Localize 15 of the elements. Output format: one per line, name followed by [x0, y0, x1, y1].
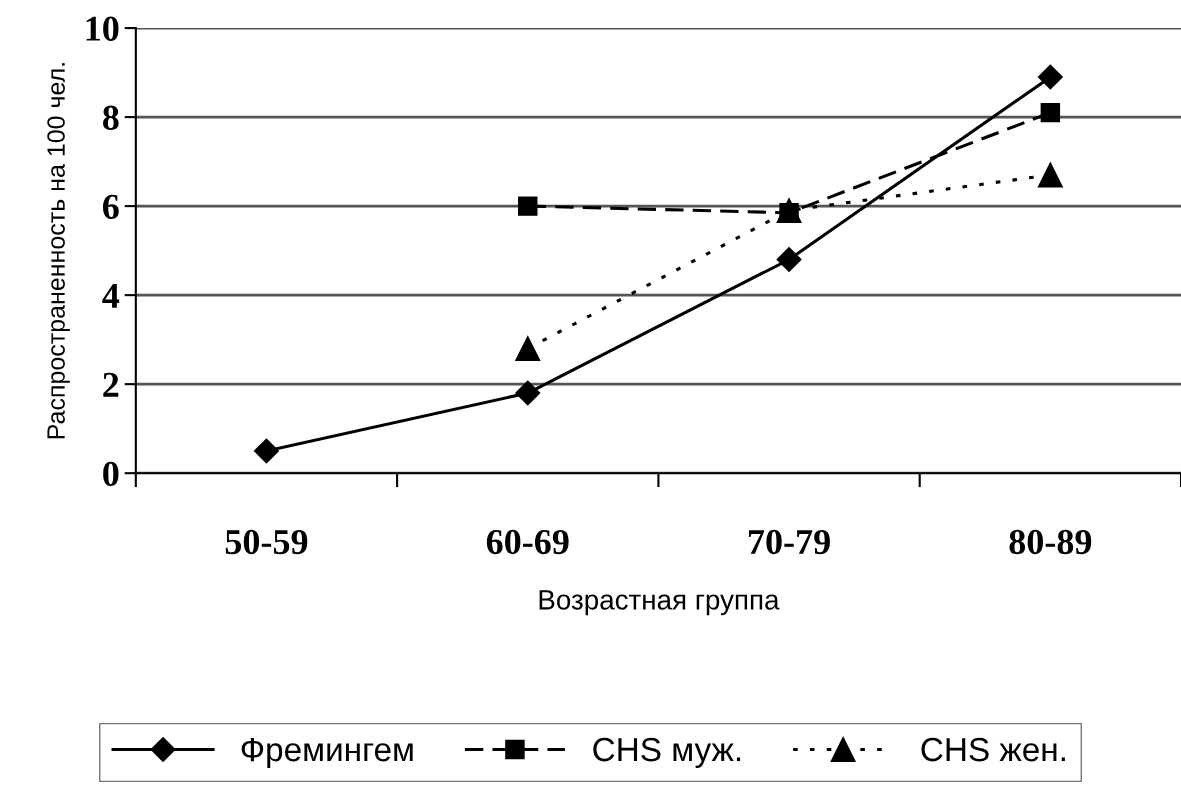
y-tick-label: 10 [86, 16, 119, 41]
x-tick-label: 50-59 [225, 529, 308, 555]
y-tick-label: 2 [103, 372, 119, 397]
y-tick-label: 6 [103, 194, 119, 219]
y-axis-title: Распространенность на 100 чел. [47, 63, 70, 439]
x-tick-label: 60-69 [486, 529, 569, 555]
x-tick-label: 70-79 [749, 529, 830, 555]
legend-label: CHS жен. [921, 737, 1065, 762]
y-tick-label: 0 [103, 461, 119, 487]
x-tick-label: 80-89 [1009, 529, 1092, 555]
x-axis-title: Возрастная группа [539, 590, 780, 616]
legend-label: Фремингем [241, 737, 413, 768]
y-tick-label: 8 [102, 105, 119, 130]
legend-label: CHS муж. [593, 737, 741, 768]
y-tick-label: 4 [102, 283, 120, 308]
